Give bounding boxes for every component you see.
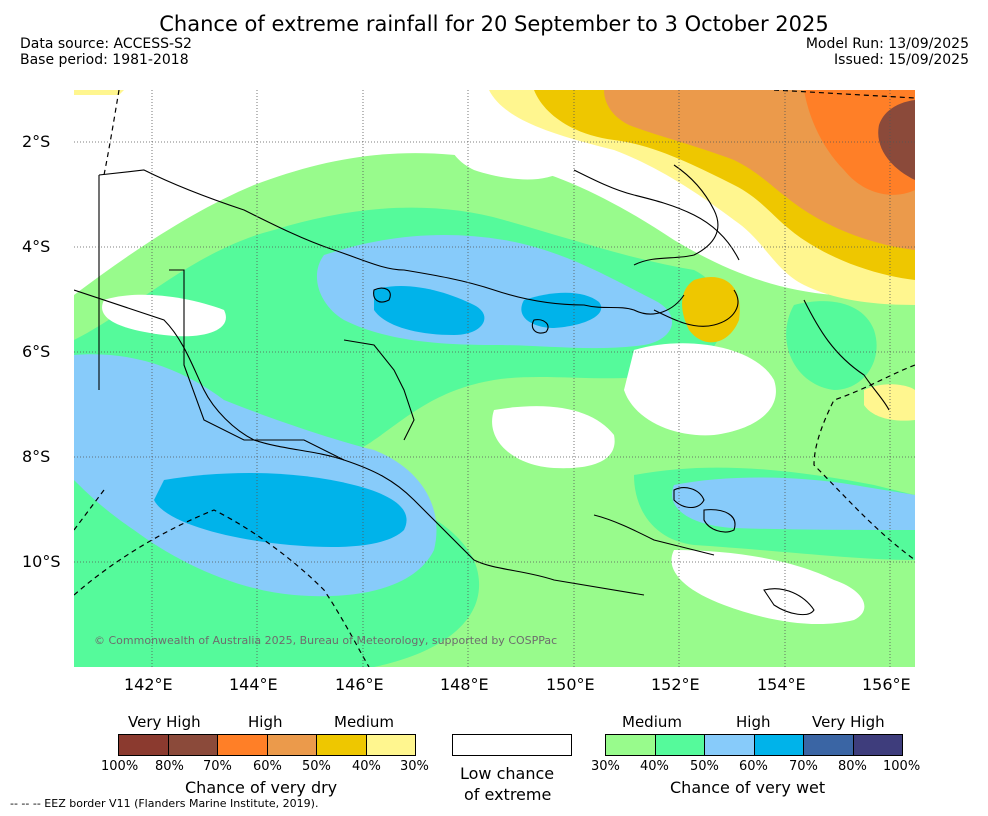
lon-label: 154°E: [757, 675, 806, 694]
dry-swatch: [119, 735, 169, 755]
model-run-label: Model Run: 13/09/2025: [805, 36, 969, 52]
low-chance-caption-line1: Low chance: [460, 764, 555, 783]
coastlines: [74, 164, 890, 616]
wet-tick: 100%: [883, 759, 921, 774]
dry-colorbar: [118, 734, 416, 756]
wet-tick: 30%: [591, 759, 620, 774]
copyright-notice: © Commonwealth of Australia 2025, Bureau…: [94, 634, 558, 647]
lon-label: 146°E: [335, 675, 384, 694]
wet-swatch: [854, 735, 902, 755]
lon-label: 142°E: [124, 675, 173, 694]
issued-label: Issued: 15/09/2025: [834, 52, 969, 68]
wet-level-high: High: [736, 713, 771, 731]
dry-tick: 80%: [155, 759, 184, 774]
dry-level-high: High: [248, 713, 283, 731]
wet-tick: 60%: [739, 759, 768, 774]
dry-level-very-high: Very High: [128, 713, 201, 731]
lat-label: 4°S: [22, 237, 51, 256]
low-chance-swatch: [452, 734, 572, 756]
dry-tick: 50%: [302, 759, 331, 774]
lat-label: 10°S: [22, 552, 61, 571]
low-chance-caption-line2: of extreme: [464, 785, 552, 804]
lon-label: 156°E: [862, 675, 911, 694]
dry-level-medium: Medium: [334, 713, 394, 731]
map-title: Chance of extreme rainfall for 20 Septem…: [159, 12, 829, 36]
wet-swatch: [804, 735, 854, 755]
lat-label: 2°S: [22, 132, 51, 151]
wet-level-medium: Medium: [622, 713, 682, 731]
dry-swatch: [367, 735, 415, 755]
wet-tick: 70%: [789, 759, 818, 774]
wet-tick: 40%: [640, 759, 669, 774]
dry-swatch: [218, 735, 268, 755]
dry-swatch: [317, 735, 367, 755]
wet-swatch: [705, 735, 755, 755]
base-period-label: Base period: 1981-2018: [20, 52, 189, 68]
eez-note: -- -- -- EEZ border V11 (Flanders Marine…: [10, 797, 319, 810]
graticule: [74, 90, 915, 667]
wet-tick: 80%: [838, 759, 867, 774]
dry-swatch: [268, 735, 317, 755]
wet-caption: Chance of very wet: [670, 778, 826, 797]
lon-label: 152°E: [651, 675, 700, 694]
lat-label: 6°S: [22, 342, 51, 361]
wet-tick: 50%: [690, 759, 719, 774]
dry-tick: 100%: [101, 759, 139, 774]
low-chance-zones: [102, 129, 865, 625]
dry-tick: 40%: [352, 759, 381, 774]
lon-label: 144°E: [229, 675, 278, 694]
rainfall-map: [74, 90, 915, 667]
wet-swatch: [755, 735, 804, 755]
eez-borders: [74, 90, 915, 667]
wet-colorbar: [605, 734, 903, 756]
wet-swatch: [606, 735, 656, 755]
lat-label: 8°S: [22, 447, 51, 466]
dry-zones: [74, 90, 915, 421]
data-source-label: Data source: ACCESS-S2: [20, 36, 192, 52]
lon-label: 148°E: [440, 675, 489, 694]
dry-caption: Chance of very dry: [185, 778, 338, 797]
dry-tick: 30%: [400, 759, 429, 774]
lon-label: 150°E: [546, 675, 595, 694]
dry-swatch: [169, 735, 218, 755]
wet-swatch: [656, 735, 705, 755]
wet-level-very-high: Very High: [812, 713, 885, 731]
dry-tick: 70%: [203, 759, 232, 774]
dry-tick: 60%: [253, 759, 282, 774]
